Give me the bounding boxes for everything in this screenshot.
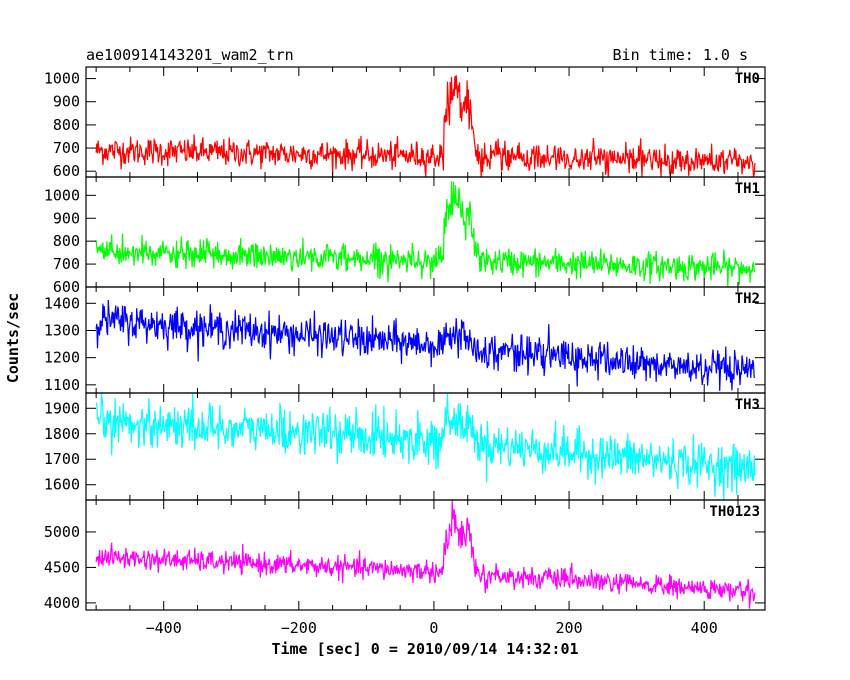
y-tick-label: 600 bbox=[53, 278, 80, 296]
series-line-th0123 bbox=[95, 499, 756, 609]
panel-th0123: 4000 4500 5000 TH0123 bbox=[44, 499, 766, 612]
panel-th3: 1600 1700 1800 1900 TH3 bbox=[44, 392, 766, 501]
panel-frame bbox=[85, 392, 766, 501]
panel-label-th1: TH1 bbox=[735, 181, 760, 197]
panel-label-th2: TH2 bbox=[735, 291, 760, 307]
y-tick-label: 1900 bbox=[44, 399, 80, 417]
x-axis: −400 −200 0 200 400 bbox=[146, 619, 718, 637]
series-line-th0 bbox=[95, 75, 756, 178]
y-tick-label: 4000 bbox=[44, 594, 80, 612]
x-axis-title: Time [sec] 0 = 2010/09/14 14:32:01 bbox=[271, 640, 578, 658]
panel-label-th0123: TH0123 bbox=[709, 504, 760, 520]
y-tick-label: 1600 bbox=[44, 476, 80, 494]
y-axis-title: Counts/sec bbox=[4, 293, 22, 383]
panel-label-th3: TH3 bbox=[735, 397, 760, 413]
series-line-th1 bbox=[95, 181, 756, 288]
chart-title: ae100914143201_wam2_trn bbox=[86, 46, 294, 64]
x-tick-label: 0 bbox=[429, 619, 438, 637]
x-tick-label: −400 bbox=[146, 619, 182, 637]
y-tick-label: 700 bbox=[53, 139, 80, 157]
y-tick-label: 1000 bbox=[44, 186, 80, 204]
y-tick-label: 600 bbox=[53, 162, 80, 180]
series-line-th3 bbox=[95, 392, 756, 501]
y-tick-label: 1200 bbox=[44, 349, 80, 367]
series-line-th2 bbox=[95, 299, 756, 391]
y-tick-label: 1000 bbox=[44, 70, 80, 88]
panels: 600 700 800 900 1000 TH0 600 700 800 900 1000 TH1 11… bbox=[44, 66, 766, 612]
y-tick-label: 900 bbox=[53, 209, 80, 227]
panel-frame bbox=[85, 499, 766, 611]
panel-frame bbox=[85, 66, 766, 178]
x-tick-label: −200 bbox=[281, 619, 317, 637]
y-tick-label: 1300 bbox=[44, 321, 80, 339]
y-tick-label: 1100 bbox=[44, 376, 80, 394]
y-tick-label: 5000 bbox=[44, 523, 80, 541]
panel-th0: 600 700 800 900 1000 TH0 bbox=[44, 66, 766, 180]
y-tick-label: 900 bbox=[53, 93, 80, 111]
y-tick-label: 4500 bbox=[44, 558, 80, 576]
x-tick-label: 400 bbox=[691, 619, 718, 637]
y-tick-label: 1400 bbox=[44, 294, 80, 312]
panel-label-th0: TH0 bbox=[735, 71, 760, 87]
y-tick-label: 800 bbox=[53, 116, 80, 134]
bin-time-label: Bin time: 1.0 s bbox=[613, 46, 748, 64]
y-tick-label: 700 bbox=[53, 255, 80, 273]
panel-th2: 1100 1200 1300 1400 TH2 bbox=[44, 286, 766, 394]
y-tick-label: 1700 bbox=[44, 450, 80, 468]
x-tick-label: 200 bbox=[556, 619, 583, 637]
panel-th1: 600 700 800 900 1000 TH1 bbox=[44, 176, 766, 296]
y-tick-label: 800 bbox=[53, 232, 80, 250]
y-tick-label: 1800 bbox=[44, 425, 80, 443]
